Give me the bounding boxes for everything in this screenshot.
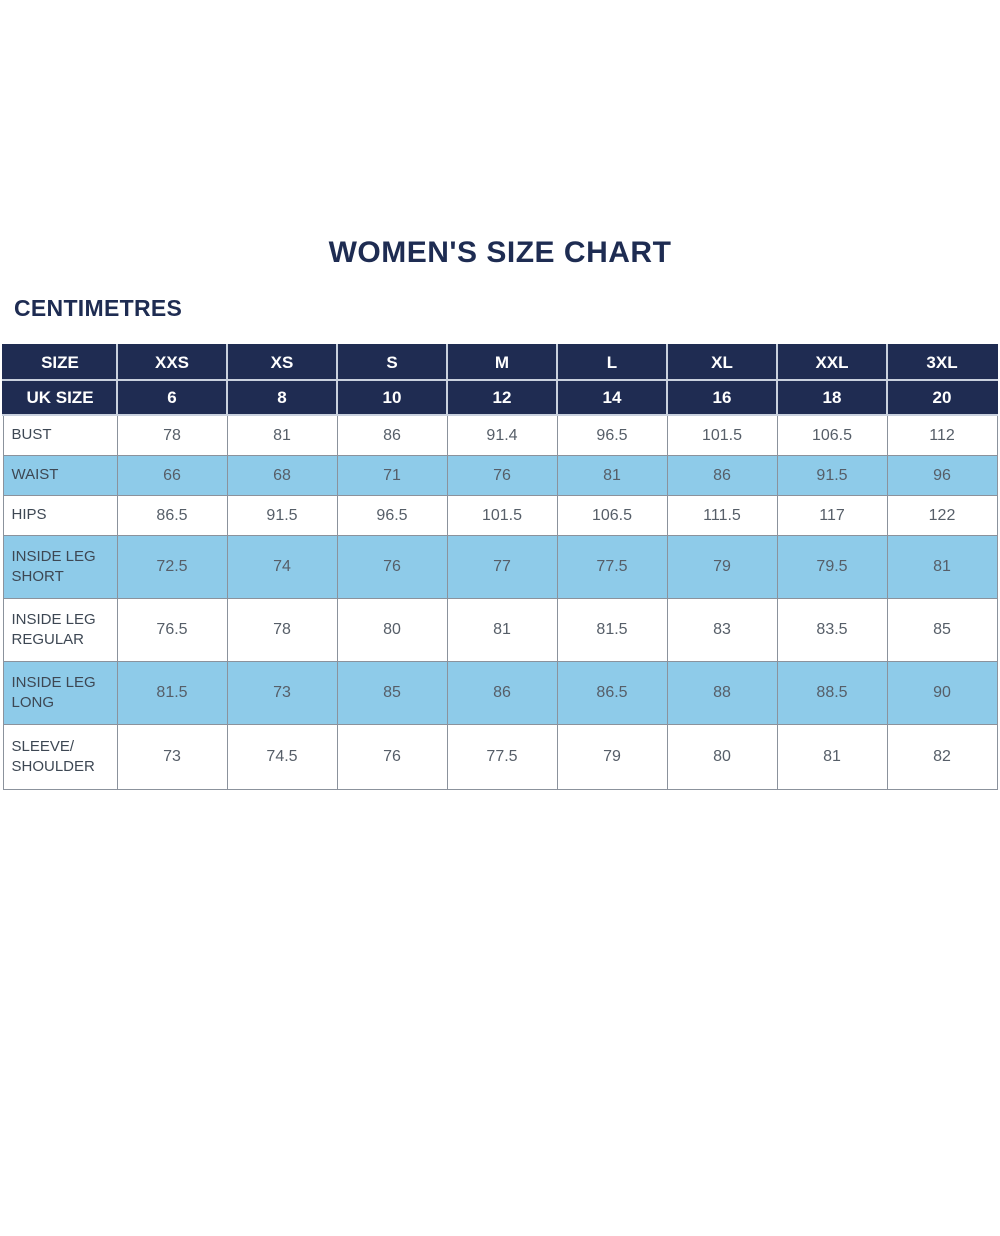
value-cell: 76 xyxy=(336,724,448,790)
value-cell: 90 xyxy=(886,661,998,725)
value-cell: 76.5 xyxy=(116,598,228,662)
value-cell: 79 xyxy=(556,724,668,790)
value-cell: 91.4 xyxy=(446,414,558,456)
value-cell: 81 xyxy=(556,455,668,496)
value-cell: 122 xyxy=(886,495,998,536)
size-header-cell: S xyxy=(336,344,448,381)
uk-size-cell: 18 xyxy=(776,379,888,416)
value-cell: 96.5 xyxy=(556,414,668,456)
unit-label: CENTIMETRES xyxy=(14,295,183,321)
value-cell: 88 xyxy=(666,661,778,725)
table-row: INSIDE LEG SHORT 72.5 74 76 77 77.5 79 79.5 81 xyxy=(2,535,998,599)
size-chart-table: SIZE XXS XS S M L XL XXL 3XL UK SIZE 6 8 10 12 14 16 18… xyxy=(2,344,998,790)
value-cell: 101.5 xyxy=(666,414,778,456)
value-cell: 78 xyxy=(116,414,228,456)
row-label: HIPS xyxy=(2,495,118,536)
value-cell: 86 xyxy=(666,455,778,496)
value-cell: 96.5 xyxy=(336,495,448,536)
table-row: INSIDE LEG LONG 81.5 73 85 86 86.5 88 88.5 90 xyxy=(2,661,998,725)
value-cell: 112 xyxy=(886,414,998,456)
row-label: INSIDE LEG LONG xyxy=(2,661,118,725)
row-label: BUST xyxy=(2,414,118,456)
size-header-cell: 3XL xyxy=(886,344,998,381)
value-cell: 88.5 xyxy=(776,661,888,725)
value-cell: 74.5 xyxy=(226,724,338,790)
page-title: WOMEN'S SIZE CHART xyxy=(328,236,672,269)
value-cell: 85 xyxy=(336,661,448,725)
value-cell: 81.5 xyxy=(116,661,228,725)
value-cell: 76 xyxy=(336,535,448,599)
table-row: INSIDE LEG REGULAR 76.5 78 80 81 81.5 83 83.5 85 xyxy=(2,598,998,662)
value-cell: 72.5 xyxy=(116,535,228,599)
value-cell: 78 xyxy=(226,598,338,662)
uk-size-cell: 12 xyxy=(446,379,558,416)
value-cell: 77.5 xyxy=(556,535,668,599)
uk-size-row: UK SIZE 6 8 10 12 14 16 18 20 xyxy=(2,379,998,416)
table-row: HIPS 86.5 91.5 96.5 101.5 106.5 111.5 117 122 xyxy=(2,495,998,536)
value-cell: 83 xyxy=(666,598,778,662)
size-header-cell: L xyxy=(556,344,668,381)
value-cell: 85 xyxy=(886,598,998,662)
value-cell: 79 xyxy=(666,535,778,599)
value-cell: 81.5 xyxy=(556,598,668,662)
value-cell: 80 xyxy=(666,724,778,790)
value-cell: 96 xyxy=(886,455,998,496)
value-cell: 86.5 xyxy=(116,495,228,536)
row-label: INSIDE LEG SHORT xyxy=(2,535,118,599)
uk-size-cell: 6 xyxy=(116,379,228,416)
value-cell: 86.5 xyxy=(556,661,668,725)
value-cell: 101.5 xyxy=(446,495,558,536)
size-header-cell: XL xyxy=(666,344,778,381)
table-row: WAIST 66 68 71 76 81 86 91.5 96 xyxy=(2,455,998,496)
value-cell: 106.5 xyxy=(776,414,888,456)
value-cell: 79.5 xyxy=(776,535,888,599)
uk-size-cell: 8 xyxy=(226,379,338,416)
value-cell: 77 xyxy=(446,535,558,599)
uk-size-cell: 20 xyxy=(886,379,998,416)
uk-size-label: UK SIZE xyxy=(2,379,118,416)
value-cell: 83.5 xyxy=(776,598,888,662)
value-cell: 82 xyxy=(886,724,998,790)
value-cell: 86 xyxy=(446,661,558,725)
uk-size-cell: 14 xyxy=(556,379,668,416)
value-cell: 81 xyxy=(226,414,338,456)
value-cell: 91.5 xyxy=(776,455,888,496)
value-cell: 106.5 xyxy=(556,495,668,536)
size-header-cell: XXS xyxy=(116,344,228,381)
value-cell: 91.5 xyxy=(226,495,338,536)
value-cell: 68 xyxy=(226,455,338,496)
uk-size-cell: 10 xyxy=(336,379,448,416)
value-cell: 81 xyxy=(886,535,998,599)
value-cell: 66 xyxy=(116,455,228,496)
row-label: WAIST xyxy=(2,455,118,496)
value-cell: 77.5 xyxy=(446,724,558,790)
value-cell: 74 xyxy=(226,535,338,599)
size-header-row: SIZE XXS XS S M L XL XXL 3XL xyxy=(2,344,998,381)
size-header-cell: M xyxy=(446,344,558,381)
table-header: SIZE XXS XS S M L XL XXL 3XL UK SIZE 6 8 10 12 14 16 18… xyxy=(2,344,998,416)
value-cell: 73 xyxy=(226,661,338,725)
uk-size-cell: 16 xyxy=(666,379,778,416)
table-body: BUST 78 81 86 91.4 96.5 101.5 106.5 112 WAIST 66 68… xyxy=(2,414,998,790)
row-label: SLEEVE/ SHOULDER xyxy=(2,724,118,790)
value-cell: 71 xyxy=(336,455,448,496)
value-cell: 76 xyxy=(446,455,558,496)
table-row: BUST 78 81 86 91.4 96.5 101.5 106.5 112 xyxy=(2,414,998,456)
value-cell: 111.5 xyxy=(666,495,778,536)
value-cell: 86 xyxy=(336,414,448,456)
row-label: INSIDE LEG REGULAR xyxy=(2,598,118,662)
size-header-cell: XS xyxy=(226,344,338,381)
size-header-label: SIZE xyxy=(2,344,118,381)
value-cell: 81 xyxy=(776,724,888,790)
size-header-cell: XXL xyxy=(776,344,888,381)
value-cell: 73 xyxy=(116,724,228,790)
value-cell: 81 xyxy=(446,598,558,662)
value-cell: 117 xyxy=(776,495,888,536)
value-cell: 80 xyxy=(336,598,448,662)
table-row: SLEEVE/ SHOULDER 73 74.5 76 77.5 79 80 81 82 xyxy=(2,724,998,790)
